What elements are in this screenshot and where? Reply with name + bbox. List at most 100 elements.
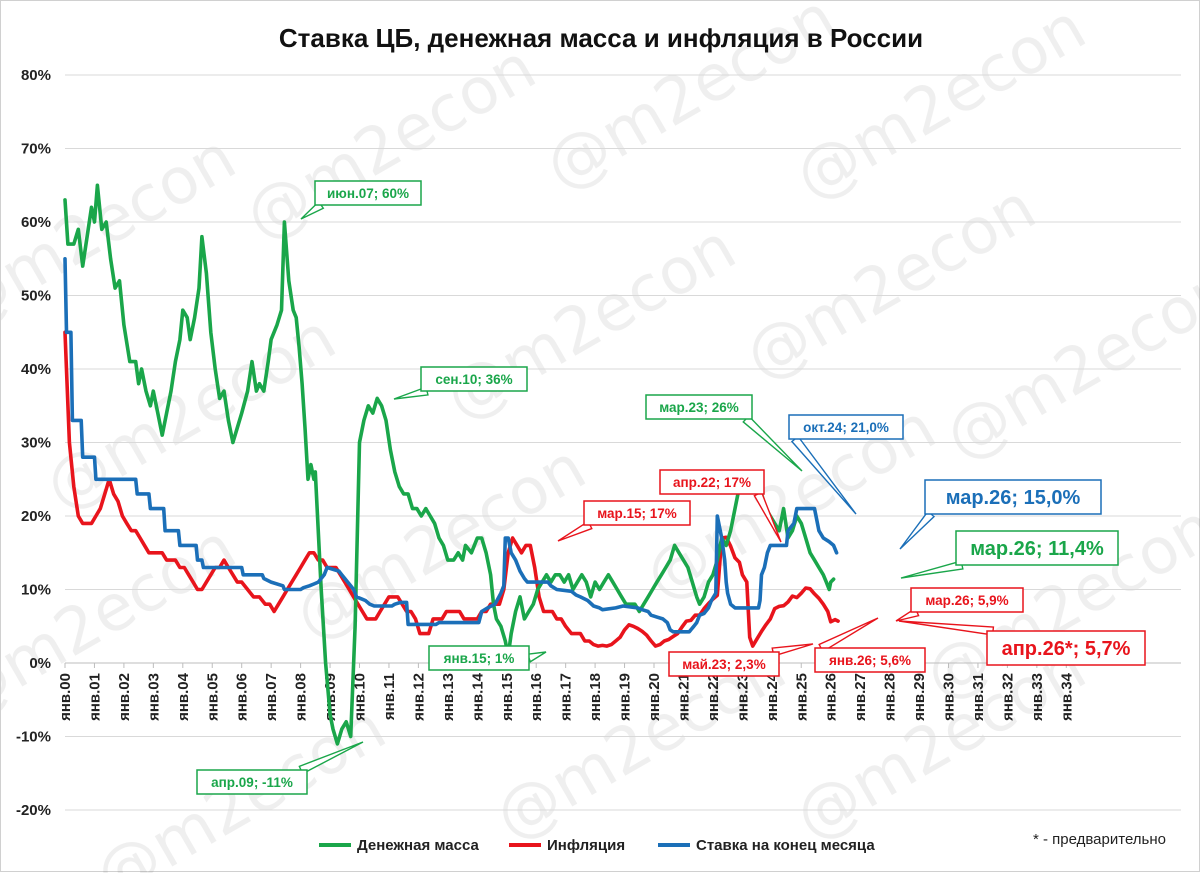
x-tick-label: янв.16 <box>528 673 545 721</box>
x-tick-label: янв.20 <box>646 673 663 721</box>
y-tick-label: 50% <box>21 288 51 305</box>
watermark-text: @m2econ <box>733 170 1048 395</box>
x-tick-label: янв.24 <box>764 672 781 721</box>
annotation-label: апр.26*; 5,7% <box>1002 638 1131 660</box>
watermark-text: @m2econ <box>233 30 548 255</box>
annotation-label: май.23; 2,3% <box>682 657 765 672</box>
x-tick-label: янв.01 <box>86 673 103 721</box>
annotation-box <box>645 394 753 420</box>
x-tick-label: янв.26 <box>823 673 840 721</box>
legend: Денежная масса Инфляция Ставка на конец ме… <box>319 837 875 854</box>
series-line-1 <box>63 330 840 648</box>
y-tick-label: -20% <box>16 802 51 819</box>
annotation-box <box>314 180 422 206</box>
annotation-pointer <box>526 651 547 663</box>
annotation-box <box>659 469 765 495</box>
series-line-0 <box>63 183 836 746</box>
legend-label: Денежная масса <box>357 837 479 854</box>
x-tick-label: янв.10 <box>352 673 369 721</box>
annotation-label: мар.23; 26% <box>659 400 739 415</box>
series-lines <box>63 183 840 746</box>
annotation-2: мар.23; 26% <box>645 394 803 472</box>
x-tick-label: янв.30 <box>941 673 958 721</box>
x-tick-label: янв.08 <box>293 673 310 721</box>
x-tick-label: янв.15 <box>499 673 516 721</box>
legend-item-0: Денежная масса <box>319 837 479 854</box>
annotation-5: окт.24; 21,0% <box>788 414 904 515</box>
x-tick-label: янв.22 <box>705 673 722 721</box>
x-tick-label: янв.00 <box>57 673 74 721</box>
x-tick-label: янв.33 <box>1029 673 1046 721</box>
x-tick-label: янв.14 <box>469 672 486 721</box>
annotation-label: мар.26; 11,4% <box>970 538 1104 560</box>
annotation-label: сен.10; 36% <box>435 372 512 387</box>
annotation-pointer <box>899 510 936 550</box>
x-tick-label: янв.11 <box>381 673 398 720</box>
annotation-7: мар.26; 11,4% <box>900 530 1119 579</box>
annotation-box <box>910 587 1024 613</box>
annotation-label: мар.26; 5,9% <box>925 593 1008 608</box>
y-tick-label: 80% <box>21 67 51 84</box>
series-line-2 <box>63 257 839 634</box>
annotation-box <box>420 366 528 392</box>
annotation-label: янв.15; 1% <box>444 651 515 666</box>
legend-item-1: Инфляция <box>509 837 625 854</box>
chart-title: Ставка ЦБ, денежная масса и инфляция в Р… <box>279 23 923 53</box>
annotation-0: июн.07; 60% <box>300 180 422 220</box>
annotation-12: мар.26; 5,9% <box>895 587 1024 622</box>
x-tick-label: янв.21 <box>675 673 692 721</box>
y-tick-label: 0% <box>29 655 51 672</box>
annotation-label: июн.07; 60% <box>327 186 409 201</box>
annotation-label: янв.26; 5,6% <box>829 653 911 668</box>
y-tick-label: 10% <box>21 582 51 599</box>
annotation-6: мар.26; 15,0% <box>899 479 1102 550</box>
annotation-10: май.23; 2,3% <box>668 643 814 677</box>
x-tick-label: янв.12 <box>410 673 427 721</box>
y-tick-label: -10% <box>16 729 51 746</box>
y-tick-label: 40% <box>21 361 51 378</box>
x-tick-label: янв.07 <box>263 673 280 721</box>
annotation-box <box>583 500 691 526</box>
annotation-box <box>428 645 530 671</box>
annotation-box <box>814 647 926 673</box>
annotation-8: апр.22; 17% <box>659 469 782 543</box>
watermark-text: @m2econ <box>933 250 1200 475</box>
x-tick-label: янв.06 <box>234 673 251 721</box>
annotation-pointer <box>818 617 879 653</box>
legend-item-2: Ставка на конец месяца <box>658 837 875 854</box>
y-tick-label: 30% <box>21 435 51 452</box>
annotation-label: апр.09; -11% <box>211 775 293 790</box>
annotation-label: апр.22; 17% <box>673 475 751 490</box>
x-tick-label: янв.05 <box>204 673 221 721</box>
annotation-box <box>788 414 904 440</box>
x-tick-label: янв.32 <box>999 673 1016 721</box>
x-tick-label: янв.02 <box>116 673 133 721</box>
legend-label: Инфляция <box>547 837 625 854</box>
x-tick-label: янв.31 <box>970 673 987 721</box>
annotation-label: окт.24; 21,0% <box>803 420 889 435</box>
annotation-box <box>924 479 1102 515</box>
annotation-box <box>668 651 780 677</box>
x-tick-label: янв.19 <box>617 673 634 721</box>
annotation-1: сен.10; 36% <box>393 366 528 400</box>
x-tick-label: янв.04 <box>175 672 192 721</box>
annotation-9: мар.15; 17% <box>557 500 691 542</box>
x-tick-label: янв.27 <box>852 673 869 721</box>
y-tick-label: 20% <box>21 508 51 525</box>
annotation-11: янв.26; 5,6% <box>814 617 926 673</box>
annotation-box <box>196 769 308 795</box>
annotation-layer: июн.07; 60% сен.10; 36% мар.23; 26% янв.15;… <box>196 180 1146 795</box>
x-tick-label: янв.25 <box>793 673 810 721</box>
y-axis-ticks: -20% -10% 0% 10% 20% 30% 40% 50% 60% 70% 80% <box>16 67 51 819</box>
x-tick-label: янв.13 <box>440 673 457 721</box>
annotation-box <box>955 530 1119 566</box>
x-tick-label: янв.29 <box>911 673 928 721</box>
annotation-13: апр.26*; 5,7% <box>898 620 1146 666</box>
legend-label: Ставка на конец месяца <box>696 837 875 854</box>
y-tick-label: 60% <box>21 214 51 231</box>
y-tick-label: 70% <box>21 141 51 158</box>
x-tick-label: янв.17 <box>558 673 575 721</box>
